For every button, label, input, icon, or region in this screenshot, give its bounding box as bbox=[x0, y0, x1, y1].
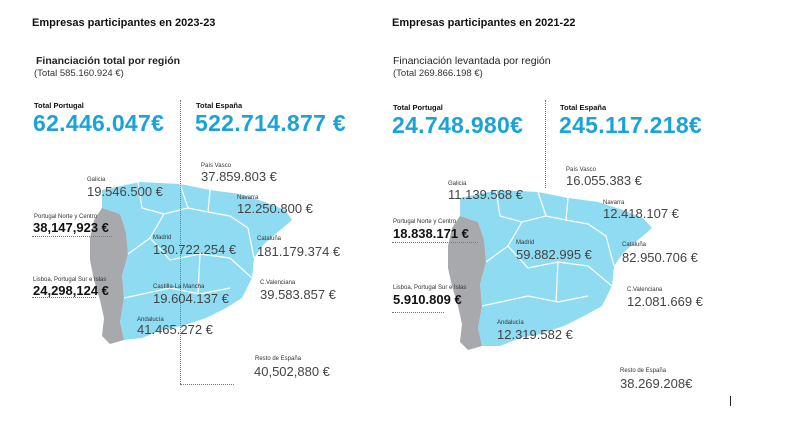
right-galicia-label: Galicia bbox=[448, 181, 467, 187]
left-section-title: Empresas participantes en 2023-23 bbox=[32, 17, 216, 29]
left-portugal-shape bbox=[90, 208, 128, 344]
left-castilla-label: Castilla-La Mancha bbox=[153, 284, 205, 290]
left-andalucia-value: 41.465.272 € bbox=[137, 322, 213, 337]
right-valenciana-value: 12.081.669 € bbox=[627, 294, 703, 309]
left-andalucia-label: Andalucía bbox=[137, 317, 164, 323]
text-cursor bbox=[730, 396, 731, 406]
left-pt-norte-line bbox=[32, 236, 112, 237]
right-cataluna-value: 82.950.706 € bbox=[622, 250, 698, 265]
left-madrid-value: 130.722.254 € bbox=[153, 242, 237, 257]
right-iberia-map bbox=[448, 189, 652, 350]
right-andalucia-value: 12.319.582 € bbox=[497, 327, 573, 342]
right-valenciana-label: C.Valenciana bbox=[627, 287, 663, 293]
left-pt-lisboa-line bbox=[32, 297, 96, 298]
right-pt-norte-value: 18.838.171 € bbox=[393, 226, 469, 241]
left-pt-lisboa-label: Lisboa, Portugal Sur e Islas bbox=[33, 277, 107, 283]
left-navarra-label: Navarra bbox=[237, 195, 259, 201]
left-pais-vasco-value: 37.859.803 € bbox=[201, 169, 277, 184]
left-resto-value: 40,502,880 € bbox=[254, 364, 330, 379]
right-spain-shape bbox=[460, 190, 652, 346]
left-galicia-label: Galicia bbox=[87, 177, 106, 183]
left-portugal-total: 62.446.047€ bbox=[33, 110, 165, 136]
right-pais-vasco-value: 16.055.383 € bbox=[566, 173, 642, 188]
right-resto-value: 38.269.208€ bbox=[620, 376, 693, 391]
right-spain-total: 245.117.218€ bbox=[559, 112, 703, 138]
right-portugal-label: Total Portugal bbox=[393, 103, 443, 112]
left-iberia-map bbox=[90, 181, 292, 344]
left-spain-total: 522.714.877 € bbox=[195, 110, 346, 136]
left-pt-norte-value: 38,147,923 € bbox=[33, 220, 109, 235]
right-pt-norte-line bbox=[392, 242, 478, 243]
right-pt-lisboa-line bbox=[392, 312, 444, 313]
right-pt-norte-label: Portugal Norte y Centro bbox=[393, 219, 457, 225]
right-subtitle: Financiación levantada por región bbox=[393, 55, 551, 67]
left-cataluna-label: Cataluña bbox=[257, 236, 282, 242]
right-resto-label: Resto de España bbox=[620, 368, 667, 374]
right-portugal-total: 24.748.980€ bbox=[392, 112, 524, 138]
right-total-note: (Total 269.866.198 €) bbox=[393, 68, 483, 79]
left-cataluna-value: 181.179.374 € bbox=[257, 244, 341, 259]
left-subtitle: Financiación total por región bbox=[36, 55, 181, 67]
right-madrid-label: Madrid bbox=[516, 240, 535, 246]
right-divider-line bbox=[545, 100, 546, 188]
right-spain-label: Total España bbox=[560, 103, 607, 112]
right-cataluna-label: Cataluña bbox=[622, 242, 647, 248]
left-navarra-value: 12.250.800 € bbox=[237, 201, 313, 216]
left-pais-vasco-label: País Vasco bbox=[201, 163, 231, 169]
right-pt-lisboa-label: Lisboa, Portugal Sur e Islas bbox=[393, 285, 467, 291]
left-pt-lisboa-value: 24,298,124 € bbox=[33, 283, 109, 298]
left-valenciana-value: 39.583.857 € bbox=[260, 287, 336, 302]
right-navarra-value: 12.418.107 € bbox=[603, 206, 679, 221]
left-pt-norte-label: Portugal Norte y Centro bbox=[34, 214, 98, 220]
right-portugal-shape bbox=[448, 216, 486, 350]
right-madrid-value: 59.882.995 € bbox=[516, 247, 592, 262]
left-resto-label: Resto de España bbox=[255, 356, 302, 362]
right-pais-vasco-label: País Vasco bbox=[566, 167, 596, 173]
right-navarra-label: Navarra bbox=[603, 200, 625, 206]
right-galicia-value: 11.139.568 € bbox=[448, 187, 523, 202]
left-portugal-label: Total Portugal bbox=[34, 101, 84, 110]
left-region-borders bbox=[123, 181, 255, 299]
left-bottom-line bbox=[180, 384, 234, 385]
left-madrid-label: Madrid bbox=[153, 235, 172, 241]
left-castilla-value: 19.604.137 € bbox=[153, 291, 229, 306]
left-galicia-value: 19.546.500 € bbox=[87, 184, 163, 199]
left-total-note: (Total 585.160.924 €) bbox=[34, 68, 124, 79]
left-spain-shape bbox=[102, 182, 292, 340]
right-andalucia-label: Andalucía bbox=[497, 320, 524, 326]
right-section-title: Empresas participantes en 2021-22 bbox=[392, 17, 576, 29]
left-spain-label: Total España bbox=[196, 101, 243, 110]
right-pt-lisboa-value: 5.910.809 € bbox=[393, 292, 462, 307]
right-region-borders bbox=[481, 189, 615, 307]
left-divider-line bbox=[180, 100, 181, 384]
left-valenciana-label: C.Valenciana bbox=[260, 280, 296, 286]
